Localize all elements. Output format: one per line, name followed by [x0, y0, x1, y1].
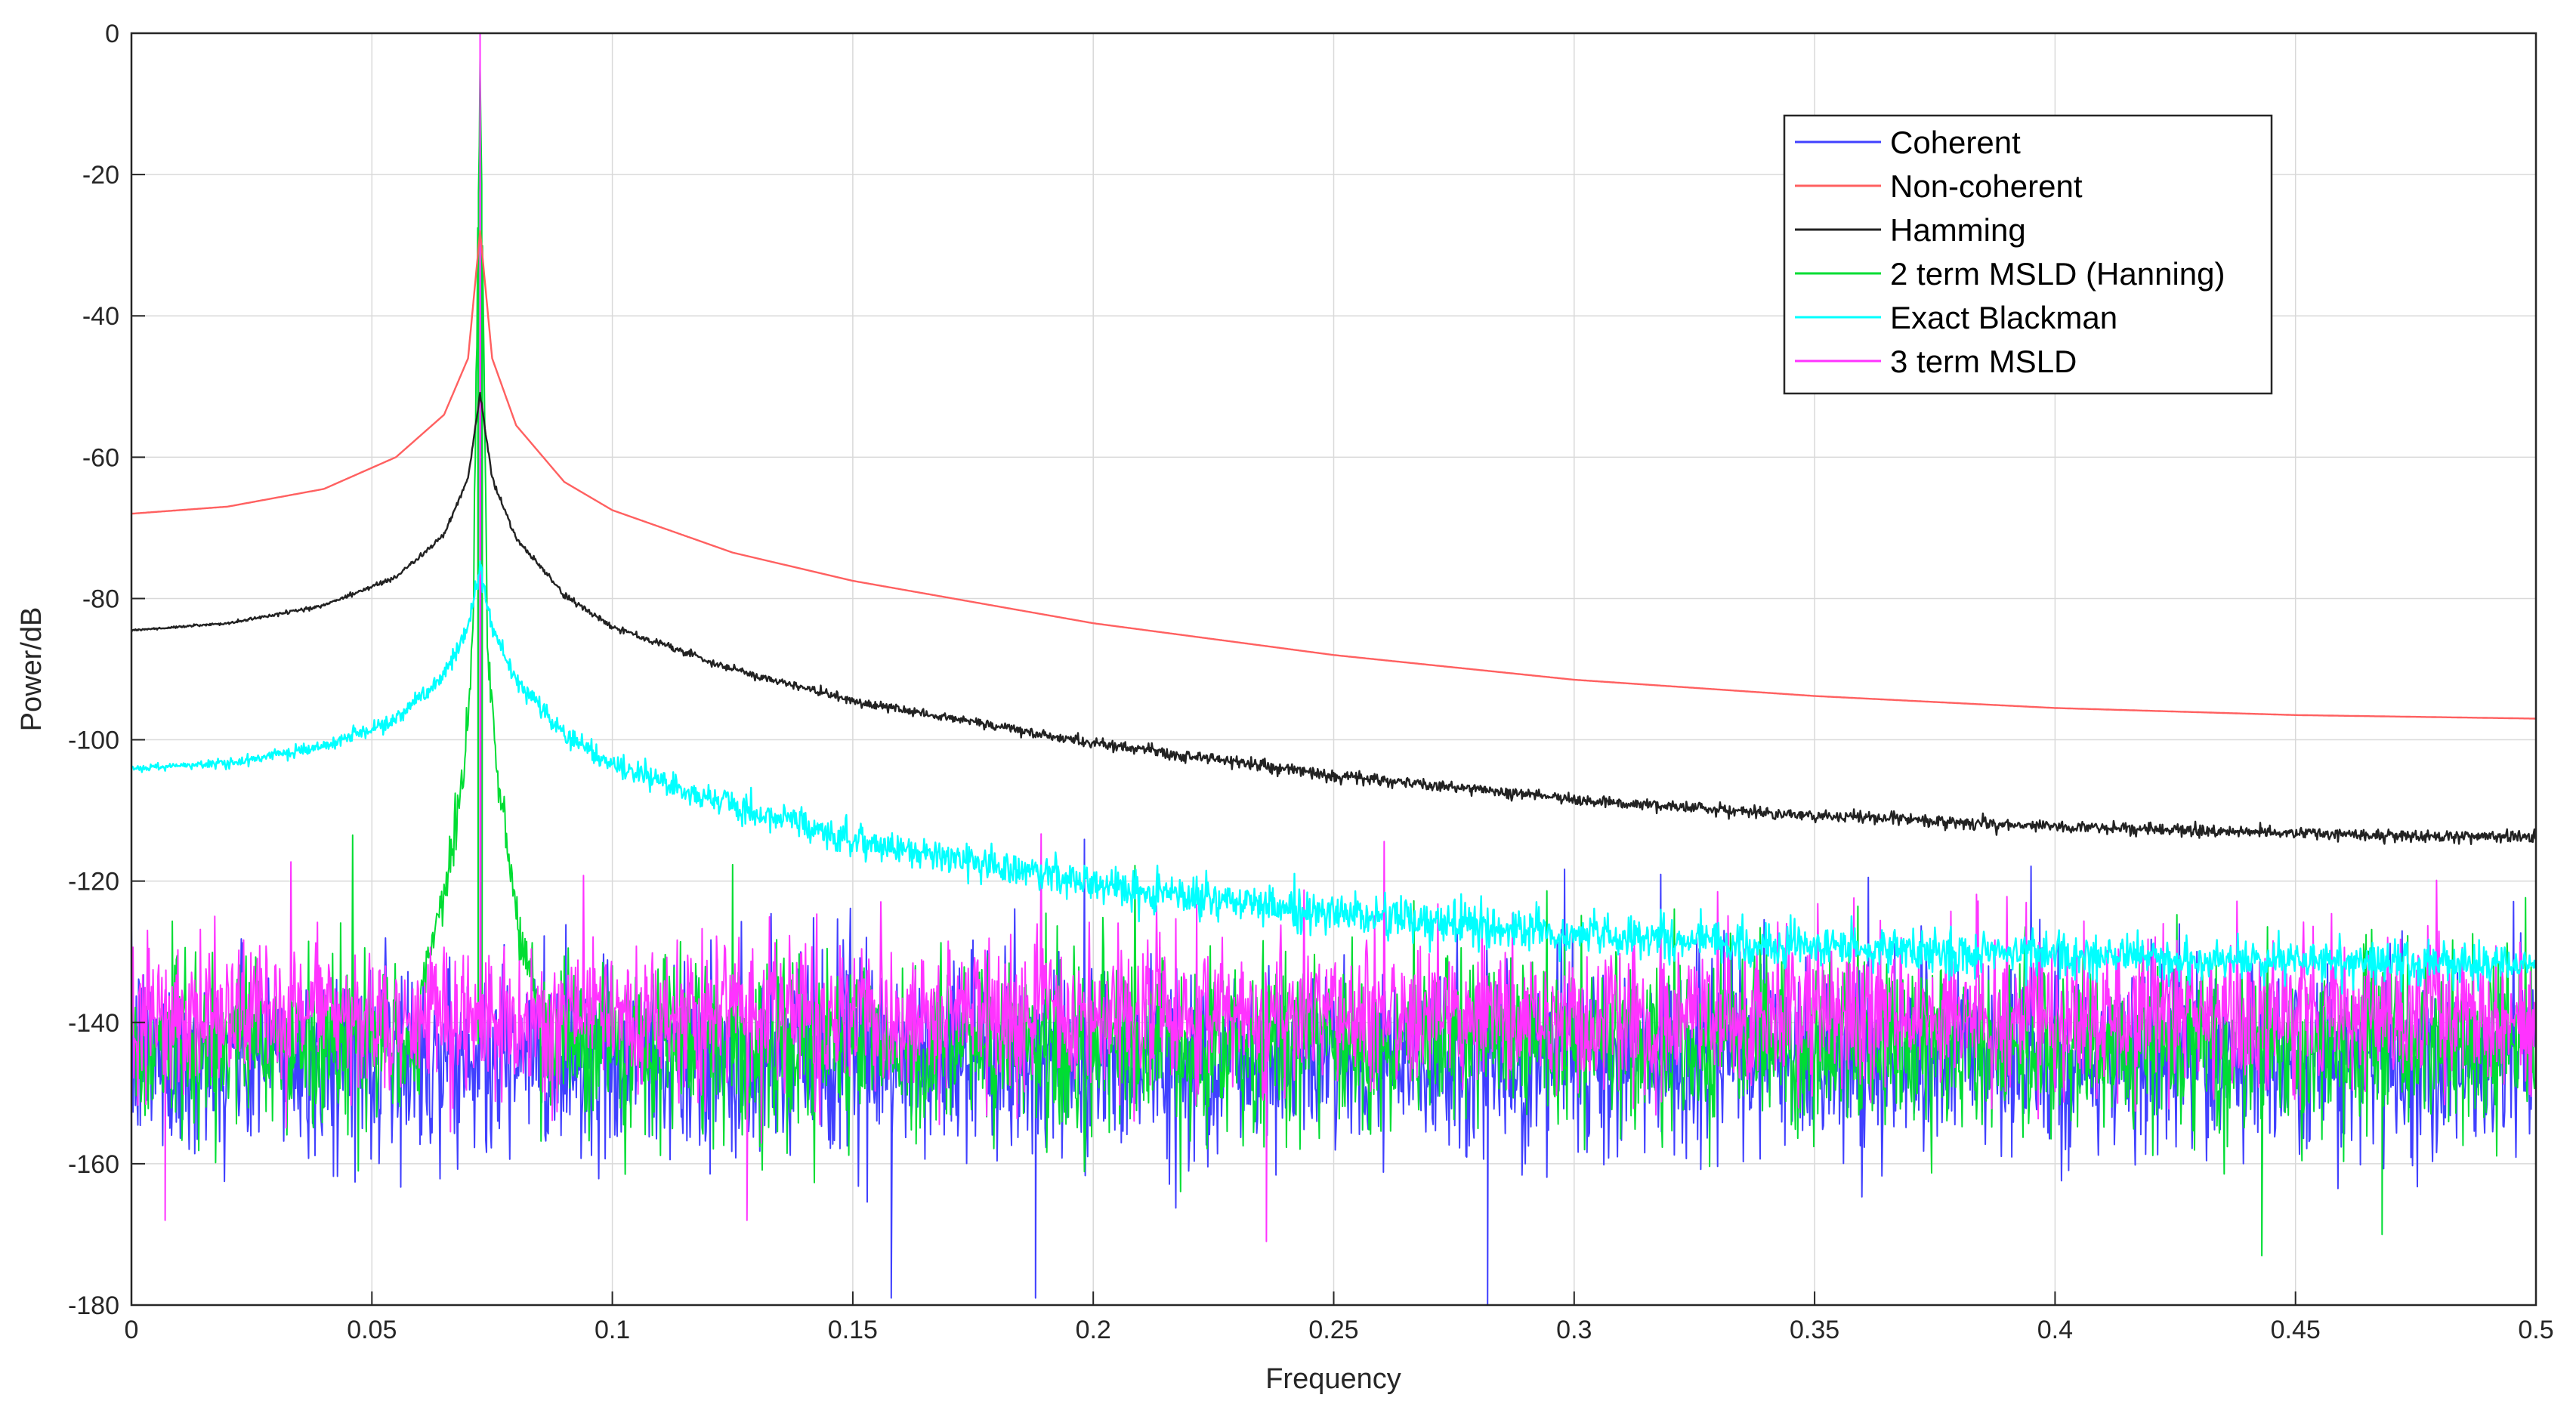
series-line-3-term-msld — [131, 32, 2537, 1242]
series-layer — [131, 32, 2537, 1306]
x-tick-label: 0.3 — [1556, 1316, 1592, 1344]
x-tick-label: 0.35 — [1790, 1316, 1839, 1344]
legend-label: Hamming — [1890, 212, 2026, 248]
series-line-exact-blackman — [131, 560, 2537, 995]
x-tick-label: 0.4 — [2037, 1316, 2073, 1344]
y-axis-ticks: 0 -20 -40 -60 -80 -100 -120 -140 -160 -180 — [68, 20, 145, 1320]
legend: Coherent Non-coherent Hamming 2 term MSLD (… — [1783, 114, 2273, 395]
legend-label: Non-coherent — [1890, 168, 2083, 204]
series-line-non-coherent — [131, 230, 2537, 720]
series-line-hamming — [131, 391, 2537, 845]
x-tick-label: 0.45 — [2271, 1316, 2321, 1344]
y-tick-label: -20 — [82, 161, 119, 190]
legend-label: Coherent — [1890, 125, 2021, 160]
x-tick-label: 0.25 — [1308, 1316, 1358, 1344]
y-tick-label: -80 — [82, 585, 119, 613]
y-tick-label: -140 — [68, 1009, 119, 1038]
legend-box — [1783, 114, 2273, 395]
x-tick-label: 0.15 — [828, 1316, 878, 1344]
y-tick-label: -100 — [68, 727, 119, 755]
y-axis-label: Power/dB — [16, 607, 48, 732]
legend-label: Exact Blackman — [1890, 300, 2117, 335]
y-tick-label: -160 — [68, 1150, 119, 1179]
y-tick-label: -40 — [82, 302, 119, 331]
y-tick-label: 0 — [105, 20, 119, 48]
x-tick-label: 0.5 — [2518, 1316, 2553, 1344]
y-tick-label: -60 — [82, 443, 119, 472]
x-tick-label: 0.05 — [347, 1316, 397, 1344]
x-axis-label: Frequency — [1265, 1363, 1401, 1395]
legend-label: 3 term MSLD — [1890, 344, 2077, 379]
legend-label: 2 term MSLD (Hanning) — [1890, 256, 2225, 292]
y-tick-label: -180 — [68, 1291, 119, 1320]
x-axis-ticks: 0 0.05 0.1 0.15 0.2 0.25 0.3 0.35 0.4 0.45 0.5 — [125, 1291, 2554, 1344]
x-tick-label: 0.2 — [1076, 1316, 1111, 1344]
x-tick-label: 0 — [125, 1316, 139, 1344]
y-tick-label: -120 — [68, 868, 119, 896]
x-tick-label: 0.1 — [595, 1316, 630, 1344]
